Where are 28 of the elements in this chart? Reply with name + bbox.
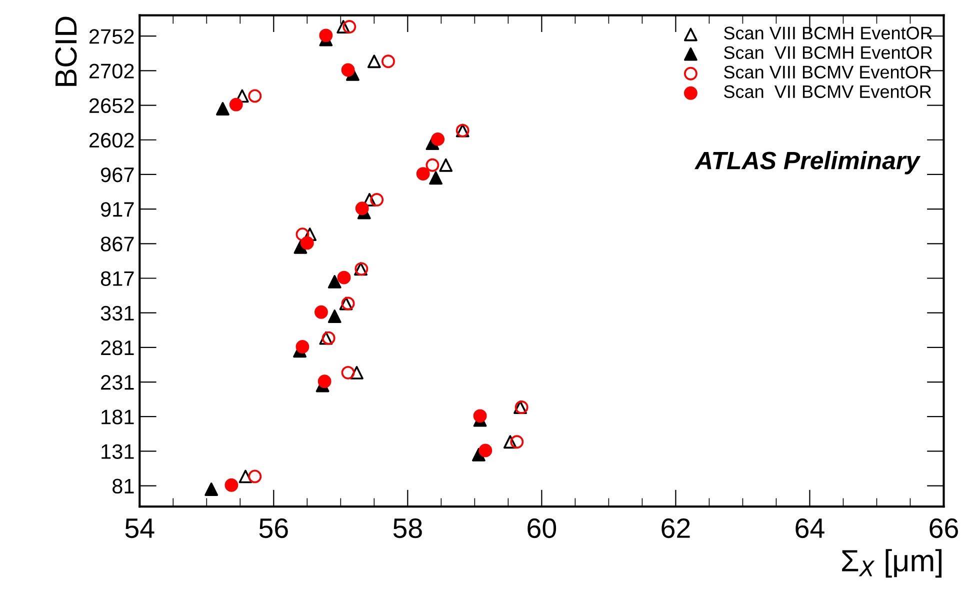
y-tick-label: 2702	[89, 64, 134, 78]
y-tick-label: 81	[112, 478, 134, 494]
y-tick-label: 281	[101, 340, 134, 356]
x-tick-label: 66	[930, 518, 958, 538]
legend-label: Scan VII BCMH EventOR	[724, 46, 932, 59]
x-axis-title: Σ$_{X}$ [μm]	[842, 549, 942, 578]
x-tick-label: 62	[662, 518, 690, 538]
x-tick-label: 64	[796, 518, 824, 538]
legend-label: Scan VII BCMV EventOR	[724, 85, 932, 98]
x-tick-label: 60	[528, 518, 556, 538]
x-tick-label: 56	[259, 518, 288, 538]
annotation: ATLAS Preliminary	[694, 151, 921, 174]
y-tick-label: 2752	[89, 29, 134, 44]
y-tick-label: 2652	[89, 98, 134, 114]
legend-label: Scan VIII BCMH EventOR	[724, 26, 932, 40]
y-tick-label: 131	[102, 444, 134, 459]
y-tick-label: 231	[101, 375, 134, 390]
y-tick-label: 867	[100, 236, 134, 252]
y-tick-label: 967	[100, 167, 134, 182]
y-tick-label: 917	[100, 202, 134, 217]
y-tick-label: 817	[100, 271, 134, 286]
legend-label: Scan VIII BCMV EventOR	[724, 66, 932, 79]
x-tick-label: 58	[393, 518, 422, 538]
y-tick-label: 181	[102, 410, 134, 424]
y-tick-label: 2602	[89, 132, 134, 148]
y-tick-label: 331	[100, 306, 134, 321]
y-axis-title: BCID	[55, 16, 77, 86]
x-tick-label: 54	[125, 518, 154, 538]
